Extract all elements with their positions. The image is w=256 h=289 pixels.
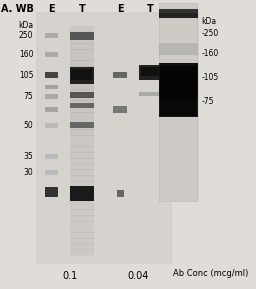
- Bar: [70, 60, 94, 67]
- Text: E: E: [48, 4, 55, 14]
- Text: 30: 30: [24, 168, 34, 177]
- Bar: [116, 190, 124, 197]
- Bar: [70, 203, 94, 210]
- Bar: [70, 72, 94, 78]
- Bar: [160, 66, 197, 102]
- Bar: [70, 221, 94, 227]
- Bar: [70, 123, 94, 130]
- Bar: [70, 49, 94, 55]
- Text: -105: -105: [202, 73, 219, 82]
- Bar: [70, 249, 94, 256]
- Bar: [160, 100, 197, 116]
- Text: 160: 160: [19, 50, 34, 59]
- Bar: [70, 106, 94, 113]
- Bar: [70, 95, 94, 101]
- Bar: [45, 190, 58, 194]
- Bar: [70, 186, 94, 201]
- Bar: [70, 26, 94, 32]
- Bar: [70, 112, 94, 118]
- Bar: [70, 192, 94, 199]
- Text: 75: 75: [24, 92, 34, 101]
- Bar: [70, 37, 94, 44]
- Text: A. WB: A. WB: [1, 4, 34, 14]
- Text: 250: 250: [19, 31, 34, 40]
- Bar: [70, 164, 94, 170]
- Bar: [70, 89, 94, 96]
- Bar: [70, 227, 94, 233]
- Bar: [45, 52, 58, 57]
- Bar: [45, 123, 58, 127]
- Bar: [70, 175, 94, 181]
- Text: 0.04: 0.04: [128, 271, 149, 281]
- Bar: [70, 32, 94, 40]
- Bar: [141, 67, 160, 76]
- Bar: [45, 170, 58, 175]
- Bar: [70, 66, 94, 73]
- Bar: [70, 135, 94, 141]
- Text: 105: 105: [19, 71, 34, 80]
- Bar: [70, 83, 94, 90]
- Text: 0.1: 0.1: [62, 271, 78, 281]
- Bar: [45, 85, 58, 89]
- Bar: [70, 198, 94, 204]
- Bar: [45, 187, 58, 197]
- Text: -75: -75: [202, 97, 214, 106]
- Bar: [70, 32, 94, 38]
- Bar: [70, 118, 94, 124]
- Bar: [105, 13, 172, 263]
- Bar: [159, 97, 198, 116]
- Bar: [70, 122, 94, 129]
- Bar: [70, 16, 94, 261]
- Text: kDa: kDa: [202, 17, 217, 26]
- Text: T: T: [147, 4, 154, 14]
- Text: kDa: kDa: [18, 21, 34, 30]
- Bar: [37, 13, 103, 263]
- Bar: [70, 209, 94, 216]
- Bar: [45, 72, 58, 78]
- Bar: [70, 181, 94, 187]
- Bar: [70, 100, 94, 107]
- Bar: [70, 67, 94, 84]
- Bar: [70, 103, 94, 108]
- Bar: [159, 13, 198, 18]
- Bar: [70, 232, 94, 239]
- Bar: [70, 129, 94, 136]
- Bar: [45, 94, 58, 99]
- Bar: [70, 169, 94, 176]
- Text: 50: 50: [24, 121, 34, 130]
- Text: -160: -160: [202, 49, 219, 58]
- Bar: [70, 140, 94, 147]
- Text: Ab Conc (mcg/ml): Ab Conc (mcg/ml): [173, 269, 248, 279]
- Text: E: E: [117, 4, 123, 14]
- Bar: [159, 43, 198, 55]
- Bar: [70, 244, 94, 250]
- Bar: [70, 55, 94, 61]
- Bar: [139, 65, 162, 80]
- Bar: [70, 152, 94, 159]
- Bar: [70, 92, 94, 98]
- Bar: [70, 43, 94, 50]
- Text: T: T: [78, 4, 85, 14]
- Bar: [70, 77, 94, 84]
- Bar: [45, 154, 58, 159]
- Bar: [70, 158, 94, 164]
- Bar: [70, 215, 94, 222]
- Bar: [71, 69, 92, 80]
- Bar: [45, 107, 58, 112]
- Bar: [113, 72, 127, 78]
- Bar: [70, 146, 94, 153]
- Bar: [45, 34, 58, 38]
- Text: 35: 35: [24, 152, 34, 161]
- Bar: [45, 73, 58, 77]
- Bar: [70, 238, 94, 244]
- Bar: [139, 92, 162, 96]
- Bar: [159, 9, 198, 17]
- Bar: [70, 186, 94, 193]
- Bar: [159, 3, 198, 202]
- Text: -250: -250: [202, 29, 219, 38]
- Bar: [113, 106, 127, 113]
- Bar: [159, 63, 198, 107]
